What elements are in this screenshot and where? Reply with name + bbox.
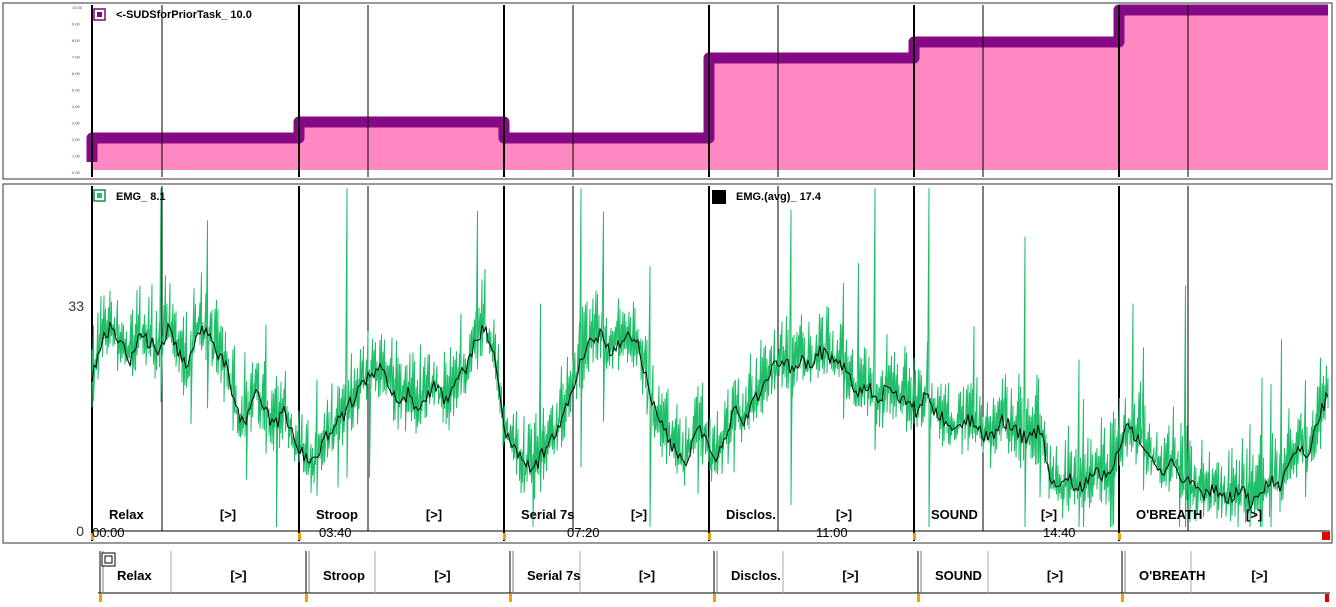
emg-legend-swatch-fill bbox=[97, 193, 102, 198]
bar-event-tick bbox=[305, 594, 308, 602]
bar-end-marker bbox=[1325, 594, 1329, 602]
emg-time-labels: 00:00 03:40 07:20 11:00 14:40 bbox=[92, 525, 1076, 540]
bar-segment-marker[interactable]: [>] bbox=[434, 568, 450, 583]
bar-event-tick bbox=[713, 594, 716, 602]
bar-segment-label[interactable]: Disclos. bbox=[731, 568, 781, 583]
emg-event-tick bbox=[298, 533, 301, 540]
emg-segment-marker[interactable]: [>] bbox=[426, 507, 442, 522]
bar-segment-marker[interactable]: [>] bbox=[842, 568, 858, 583]
suds-legend-label: <-SUDSforPriorTask_ 10.0 bbox=[116, 9, 252, 21]
emg-segment-label: O'BREATH bbox=[1136, 507, 1202, 522]
emg-time-label: 14:40 bbox=[1043, 525, 1076, 540]
emg-avg-line bbox=[91, 321, 1329, 511]
suds-y-tick-label: 3.00 bbox=[72, 121, 81, 126]
emg-segment-label: Relax bbox=[109, 507, 144, 522]
emg-time-label: 00:00 bbox=[92, 525, 125, 540]
suds-y-tick-label: 10.00 bbox=[72, 5, 83, 10]
emg-avg-legend-label: EMG.(avg)_ 17.4 bbox=[736, 191, 822, 203]
bar-segment-label[interactable]: SOUND bbox=[935, 568, 982, 583]
emg-segment-label: Serial 7s bbox=[521, 507, 575, 522]
suds-legend-swatch-fill bbox=[97, 12, 102, 17]
bar-segment-label[interactable]: Serial 7s bbox=[527, 568, 581, 583]
bar-event-tick bbox=[917, 594, 920, 602]
emg-event-tick bbox=[91, 533, 94, 540]
emg-y-ticks: 33 0 bbox=[68, 298, 84, 539]
emg-event-tick bbox=[1118, 533, 1121, 540]
emg-y-tick-label: 33 bbox=[68, 298, 84, 314]
emg-segment-marker[interactable]: [>] bbox=[631, 507, 647, 522]
emg-segment-marker[interactable]: [>] bbox=[1246, 507, 1262, 522]
emg-segment-label: Stroop bbox=[316, 507, 358, 522]
suds-y-tick-label: 2.00 bbox=[72, 137, 81, 142]
emg-segment-marker[interactable]: [>] bbox=[1041, 507, 1057, 522]
emg-time-label: 03:40 bbox=[319, 525, 352, 540]
segment-navigation-bar: Relax [>] Stroop [>] Serial 7s [>] Disclos. [>]… bbox=[98, 551, 1330, 602]
emg-time-label: 07:20 bbox=[567, 525, 600, 540]
emg-avg-legend-swatch[interactable] bbox=[712, 190, 726, 204]
suds-grid bbox=[91, 5, 1189, 177]
bar-segment-marker[interactable]: [>] bbox=[639, 568, 655, 583]
emg-event-tick bbox=[708, 533, 711, 540]
emg-avg-series bbox=[91, 321, 1329, 511]
end-marker bbox=[1322, 532, 1330, 540]
bar-segment-marker[interactable]: [>] bbox=[1047, 568, 1063, 583]
suds-y-tick-label: 7.00 bbox=[72, 55, 81, 60]
emg-segment-labels: Relax [>] Stroop [>] Serial 7s [>] Disclos. [>]… bbox=[109, 507, 1262, 522]
emg-segment-label: Disclos. bbox=[726, 507, 776, 522]
bar-event-tick bbox=[99, 594, 102, 602]
emg-event-tick bbox=[913, 533, 916, 540]
emg-event-tick bbox=[503, 533, 506, 540]
emg-segment-marker[interactable]: [>] bbox=[836, 507, 852, 522]
suds-y-tick-label: 5.00 bbox=[72, 88, 81, 93]
bar-toggle-inner bbox=[104, 555, 113, 564]
emg-legend-label: EMG_ 8.1 bbox=[116, 191, 166, 203]
suds-y-tick-label: 6.00 bbox=[72, 71, 81, 76]
suds-y-tick-label: 8.00 bbox=[72, 38, 81, 43]
emg-segment-marker[interactable]: [>] bbox=[220, 507, 236, 522]
suds-y-tick-label: 4.00 bbox=[72, 104, 81, 109]
bar-segment-label[interactable]: O'BREATH bbox=[1139, 568, 1205, 583]
bar-segment-marker[interactable]: [>] bbox=[1251, 568, 1267, 583]
emg-y-tick-label: 0 bbox=[76, 523, 84, 539]
bar-segment-label[interactable]: Relax bbox=[117, 568, 152, 583]
emg-time-label: 11:00 bbox=[816, 525, 848, 540]
suds-y-tick-label: 0.00 bbox=[72, 170, 81, 175]
suds-y-tick-label: 9.00 bbox=[72, 22, 81, 27]
bar-segment-marker[interactable]: [>] bbox=[230, 568, 246, 583]
bar-event-tick bbox=[509, 594, 512, 602]
bar-segment-label[interactable]: Stroop bbox=[323, 568, 365, 583]
suds-y-tick-label: 1.00 bbox=[72, 154, 81, 159]
suds-y-ticks: 10.00 9.00 8.00 7.00 6.00 5.00 4.00 3.00 2.00 1.0… bbox=[72, 5, 83, 175]
bar-event-tick bbox=[1121, 594, 1124, 602]
emg-segment-label: SOUND bbox=[931, 507, 978, 522]
